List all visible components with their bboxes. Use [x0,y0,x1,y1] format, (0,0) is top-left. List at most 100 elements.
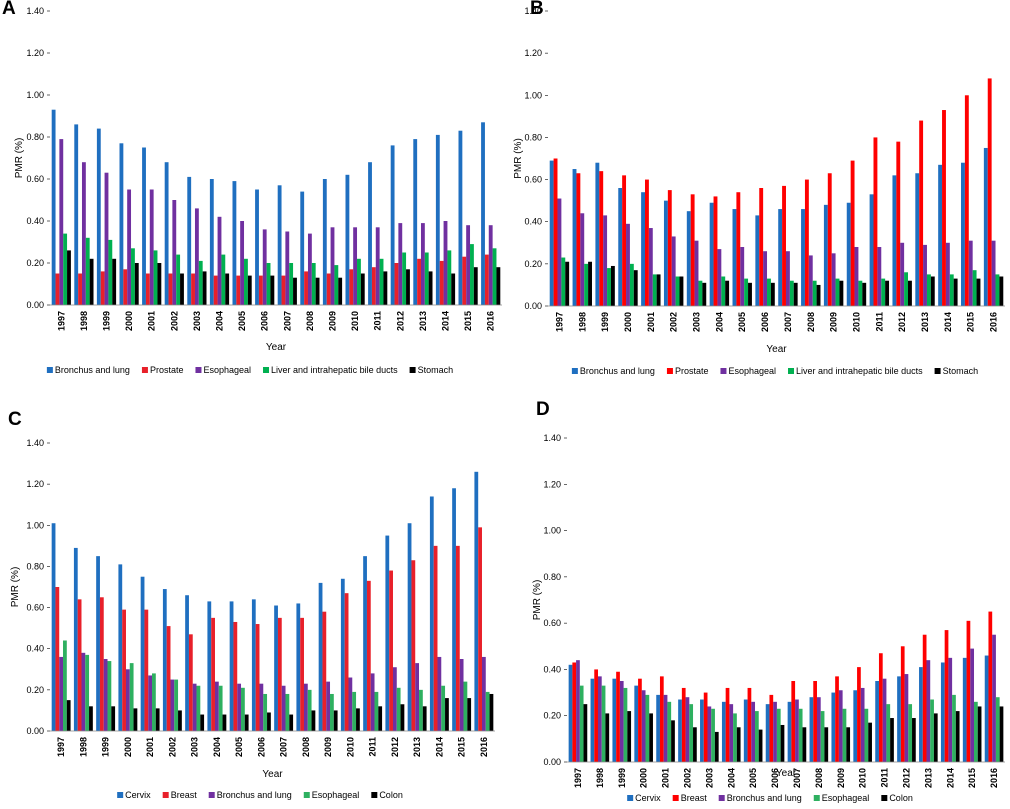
bar [485,691,490,731]
bar [413,139,418,305]
y-tick-label: 0.60 [543,618,561,628]
bar [198,260,203,305]
bar [992,634,996,762]
x-tick-label: 2010 [851,312,861,332]
x-tick-label: 2007 [792,768,802,788]
bar [942,110,946,307]
bar [307,689,312,731]
bar [877,247,882,306]
bar [713,196,718,306]
x-tick-label: 2012 [395,311,405,331]
bar [133,708,138,731]
bar [610,265,615,306]
bar [945,242,950,306]
bar [725,280,730,306]
legend-label: Bronchus and lung [580,366,655,376]
bar [736,727,741,762]
bar [349,269,354,305]
bar [145,273,150,305]
bar [303,683,308,731]
bar [236,275,241,305]
x-tick-label: 2003 [190,737,200,757]
bar [885,280,890,306]
x-tick-label: 2014 [943,312,953,332]
bar [166,626,171,731]
bar [846,727,851,762]
bar [419,689,423,731]
bar [281,685,286,731]
legend-swatch [666,368,673,374]
bar [949,274,954,306]
bar [751,701,756,762]
bar [868,722,872,762]
bar [81,162,86,305]
bar [134,263,139,305]
bar [782,185,786,306]
bar [267,712,271,731]
bar [127,189,132,305]
bar [656,274,661,306]
bar [638,678,642,762]
bar [326,273,331,305]
legend-label: Cervix [635,793,661,803]
x-tick-label: 2008 [806,312,816,332]
bar [142,147,146,305]
bar [588,261,592,306]
bar [439,260,444,305]
bar [733,713,737,762]
x-tick-label: 2014 [434,737,444,757]
x-tick-label: 2004 [726,768,736,788]
x-tick-label: 2001 [147,311,157,331]
bar [85,237,90,305]
bar [307,233,312,305]
bar [356,708,360,731]
bar [966,620,971,762]
bar [221,254,226,305]
y-tick-label: 0.80 [26,561,44,571]
legend-swatch [720,368,727,374]
y-tick-label: 0.40 [524,217,542,227]
bar [213,275,218,305]
bar [961,162,965,306]
bar [820,711,825,762]
bar [755,711,759,762]
y-tick-label: 0.20 [26,258,44,268]
bar [379,258,384,305]
bar [229,601,234,731]
bar [675,276,680,306]
bar [144,609,149,731]
x-tick-label: 2004 [714,312,724,332]
bar [363,556,367,731]
y-tick-label: 1.00 [524,90,542,100]
x-tick-label: 2007 [783,312,793,332]
bar [478,527,482,731]
bar [241,687,245,731]
x-tick-label: 2015 [457,737,467,757]
bar [174,679,179,731]
bar [747,687,752,762]
x-tick-label: 2006 [260,311,270,331]
bar [149,189,154,305]
bar [634,685,639,762]
bar [357,258,361,305]
x-tick-label: 2001 [646,312,656,332]
x-tick-label: 2005 [737,312,747,332]
bar [605,713,610,762]
x-tick-label: 2011 [373,311,383,331]
bar [118,564,123,731]
bar [813,681,817,762]
bar [96,128,101,305]
bar [489,693,494,731]
bar [778,209,783,306]
x-tick-label: 1998 [78,737,88,757]
bar [333,710,338,731]
bar [809,697,814,762]
x-tick-label: 2015 [463,311,473,331]
bar [389,570,393,731]
bar [881,278,886,306]
bar [392,667,397,731]
bar [452,488,456,731]
legend-label: Breast [171,790,198,800]
bar [311,263,316,305]
y-tick-label: 0.00 [543,757,561,767]
